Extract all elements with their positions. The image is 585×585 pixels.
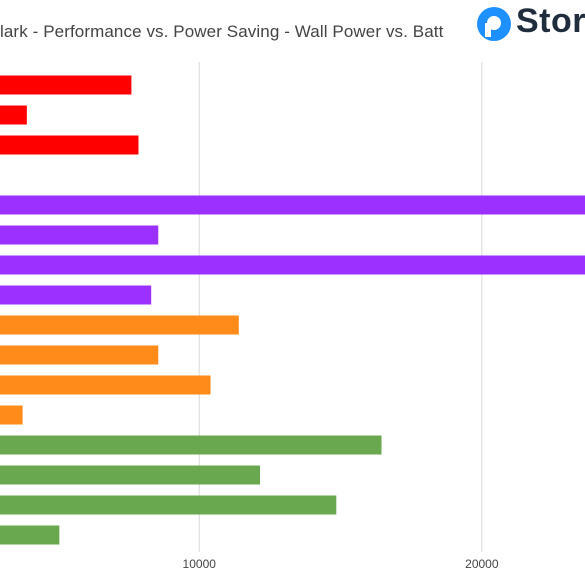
bar-group2-item2 [0, 225, 159, 245]
storage-review-logo-icon [477, 7, 511, 41]
x-tick-label: 20000 [465, 557, 499, 571]
logo-text: Stor [516, 2, 585, 40]
bar-group3-item1 [0, 315, 239, 335]
logo: Stor [468, 0, 585, 46]
bar-group1-item3 [0, 135, 139, 155]
bar-group4-item1 [0, 435, 382, 455]
bar-group1-item1 [0, 75, 132, 95]
x-tick-label: 10000 [183, 557, 217, 571]
bar-group4-item4 [0, 525, 60, 545]
bar-group2-item3 [0, 255, 585, 275]
bar-group3-item2 [0, 345, 159, 365]
bar-group3-item3 [0, 375, 211, 395]
bar-group2-item1 [0, 195, 585, 215]
chart-title: lark - Performance vs. Power Saving - Wa… [0, 22, 444, 41]
bar-group2-item4 [0, 285, 152, 305]
bar-group3-item4 [0, 405, 23, 425]
bar-group4-item3 [0, 495, 337, 515]
bar-group1-item2 [0, 105, 27, 125]
bar-group4-item2 [0, 465, 260, 485]
